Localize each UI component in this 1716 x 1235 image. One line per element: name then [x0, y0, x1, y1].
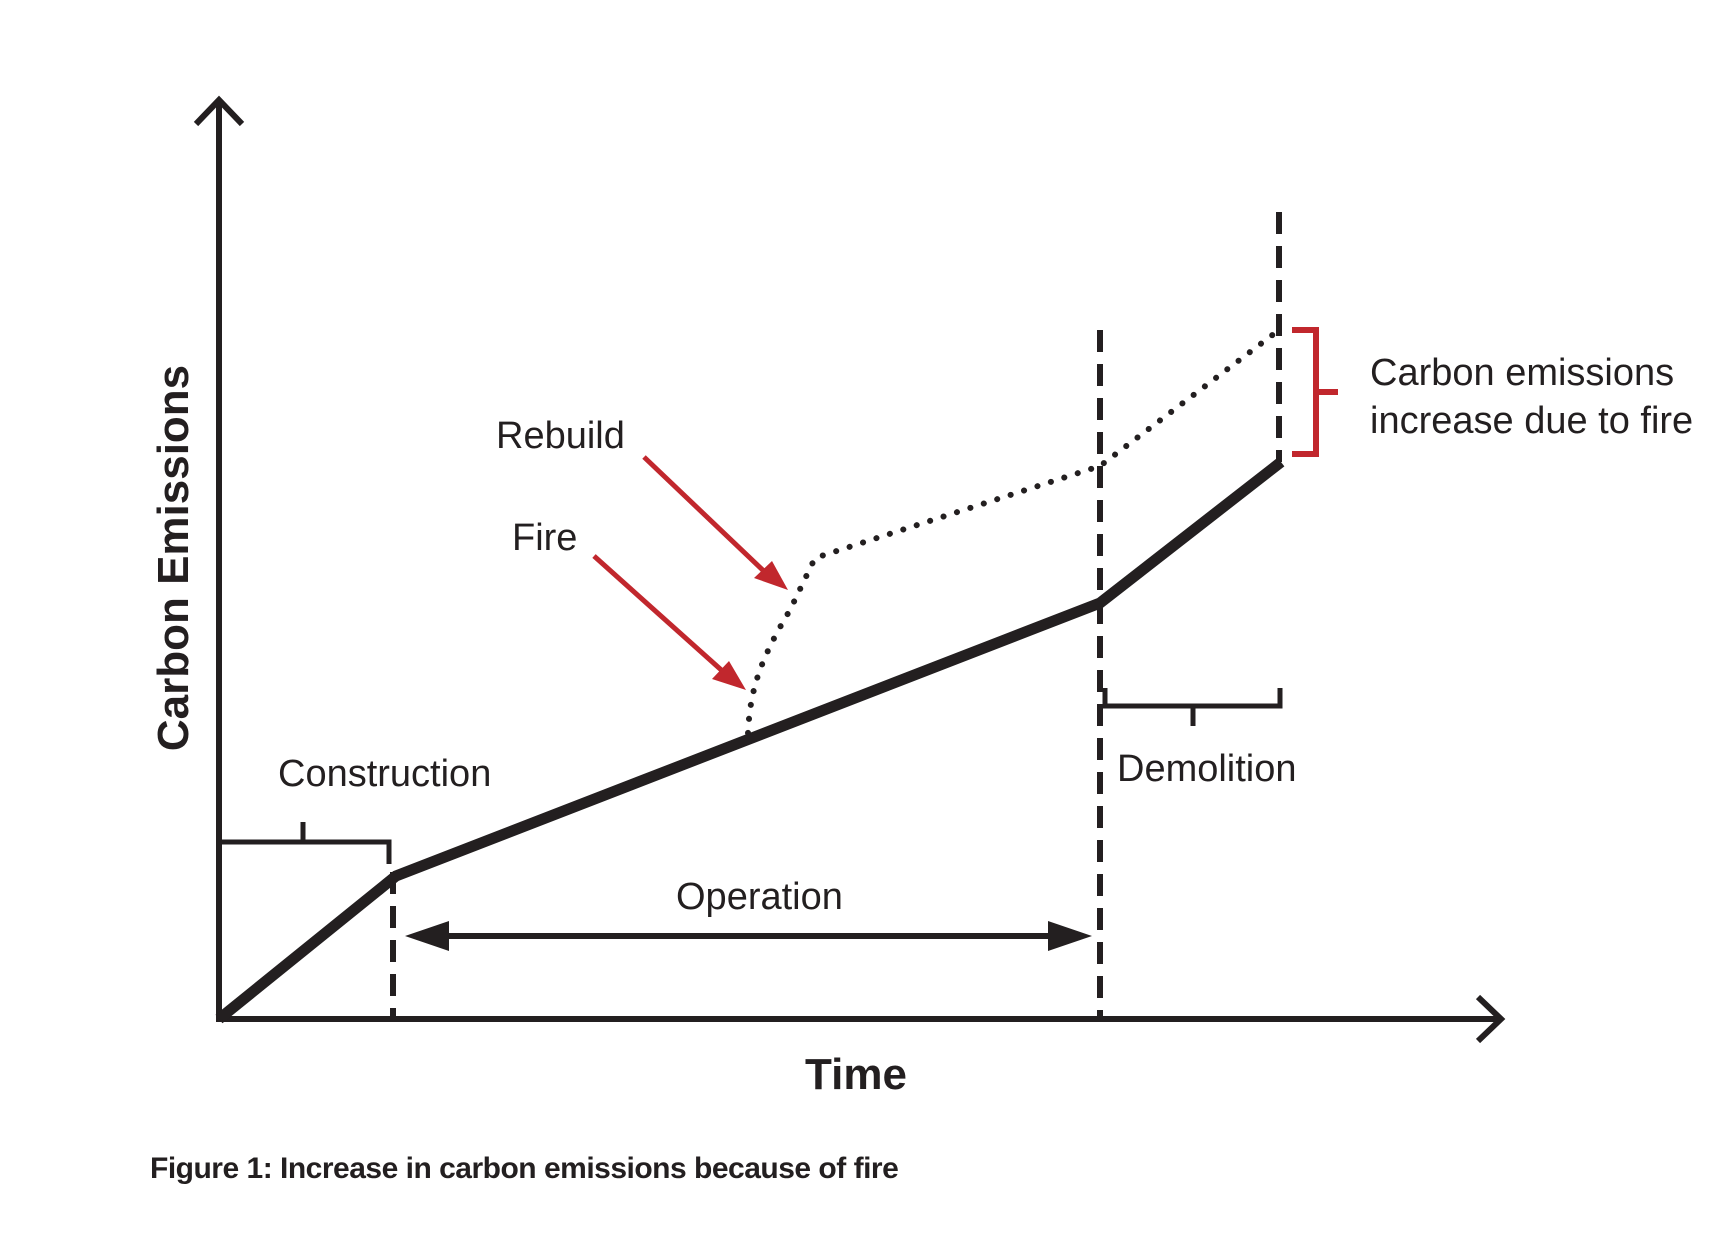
construction-label: Construction [278, 753, 491, 795]
figure-caption: Figure 1: Increase in carbon emissions b… [150, 1152, 898, 1185]
operation-double-arrow [405, 921, 1092, 951]
emissions-increase-label: Carbon emissions increase due to fire [1370, 352, 1693, 442]
emissions-increase-label-line1: Carbon emissions [1370, 352, 1674, 394]
operation-label: Operation [676, 876, 843, 918]
fire-scenario-dotted-line [745, 327, 1282, 736]
x-axis-title: Time [805, 1050, 907, 1099]
y-axis [193, 95, 245, 1022]
demolition-label: Demolition [1117, 748, 1297, 790]
emissions-increase-label-line2: increase due to fire [1370, 400, 1693, 442]
rebuild-arrow [642, 455, 788, 590]
fire-label: Fire [512, 517, 577, 559]
rebuild-label: Rebuild [496, 415, 625, 457]
emissions-increase-bracket [1292, 327, 1338, 457]
demolition-bracket [1102, 688, 1283, 726]
x-axis [216, 994, 1506, 1044]
y-axis-title: Carbon Emissions [149, 365, 198, 751]
baseline-emissions-line [215, 457, 1285, 1024]
fire-arrow [592, 554, 746, 690]
construction-bracket [219, 822, 392, 864]
